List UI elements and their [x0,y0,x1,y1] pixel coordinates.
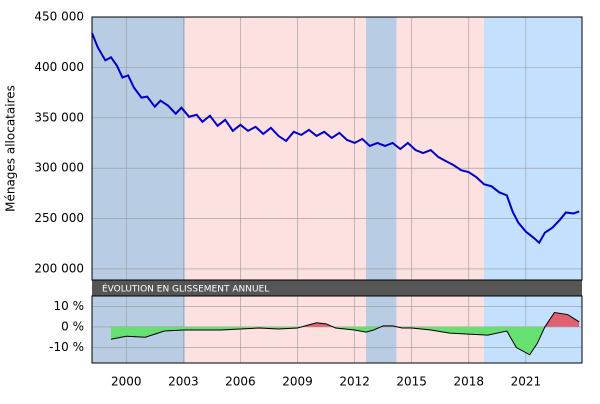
data-line [91,32,580,245]
y-axis-label: Ménages allocataires [4,85,18,212]
period-band [396,17,484,363]
period-band [484,17,582,363]
x-tick-label: 2009 [282,375,313,389]
x-tick-label: 2000 [111,375,142,389]
y-tick-label: 200 000 [34,261,84,275]
y-tick-label: 300 000 [34,161,84,175]
y-tick-label: 400 000 [34,60,84,74]
y-tick-label: 450 000 [34,10,84,24]
plot-frame [91,16,583,281]
y-tick-label: 10 % [54,299,85,313]
panel-title: ÉVOLUTION EN GLISSEMENT ANNUEL [102,283,269,295]
area-negative [111,326,545,355]
plot-frame [91,295,583,364]
period-band [92,17,186,363]
y-tick-label: -10 % [49,340,84,354]
period-band [366,17,397,363]
x-tick-label: 2018 [454,375,485,389]
y-tick-label: 250 000 [34,211,84,225]
x-tick-label: 2012 [339,375,370,389]
period-band [185,17,367,363]
data-line [110,311,580,356]
x-tick-label: 2006 [225,375,256,389]
y-tick-label: 0 % [61,319,84,333]
x-tick-label: 2015 [396,375,427,389]
banner [92,280,582,296]
x-tick-label: 2003 [168,375,199,389]
y-tick-label: 350 000 [34,110,84,124]
x-tick-label: 2021 [511,375,542,389]
